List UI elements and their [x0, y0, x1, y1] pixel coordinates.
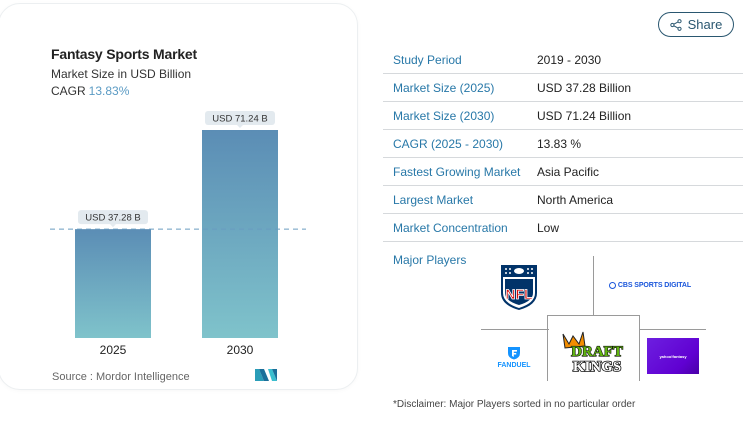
fanduel-shield-icon — [508, 346, 520, 359]
cagr-value: 13.83% — [88, 84, 130, 98]
info-value: 13.83 % — [537, 136, 582, 151]
cbs-eye-icon — [608, 281, 616, 289]
info-label: Largest Market — [393, 192, 474, 207]
chart-subtitle: Market Size in USD Billion — [51, 67, 192, 81]
cbs-text: CBS SPORTS DIGITAL — [617, 281, 692, 289]
info-row-fastest-growing: Fastest Growing Market Asia Pacific — [383, 158, 743, 186]
draftkings-text-top: DRAFT — [571, 344, 623, 360]
major-players-label: Major Players — [393, 253, 467, 267]
info-row-market-size-2025: Market Size (2025) USD 37.28 Billion — [383, 74, 743, 102]
fanduel-logo: FANDUEL — [488, 342, 540, 372]
draftkings-text-bottom: KINGS — [573, 359, 621, 374]
info-label: Study Period — [393, 52, 462, 67]
info-value: USD 37.28 Billion — [537, 80, 632, 95]
info-value: Low — [537, 220, 560, 235]
chart-source: Source : Mordor Intelligence — [52, 371, 190, 383]
data-label-pointer — [237, 125, 243, 128]
market-info-table: Study Period 2019 - 2030 Market Size (20… — [383, 46, 743, 242]
nfl-shield-icon: NFL — [501, 265, 537, 310]
info-value: Asia Pacific — [537, 164, 600, 179]
nfl-text: NFL — [505, 286, 533, 302]
data-label-bg — [78, 210, 148, 225]
info-label: CAGR (2025 - 2030) — [393, 136, 504, 151]
data-label-bg — [205, 111, 275, 125]
bar-2030 — [202, 130, 278, 338]
grid-divider — [547, 315, 548, 381]
info-label: Market Concentration — [393, 220, 508, 235]
data-label-pointer — [110, 224, 116, 228]
data-label: USD 71.24 B — [212, 114, 267, 125]
draftkings-crown-icon: DRAFT KINGS — [562, 331, 623, 374]
info-row-market-concentration: Market Concentration Low — [383, 214, 743, 242]
draftkings-logo: DRAFT KINGS — [557, 330, 631, 374]
info-label: Market Size (2025) — [393, 80, 495, 95]
bar-2025 — [75, 229, 151, 338]
info-value: North America — [537, 192, 614, 207]
yahoo-fantasy-logo: yahoo!fantasy — [647, 338, 699, 374]
bar-chart: USD 37.28 B 2025 USD 71.24 B 2030 — [50, 111, 306, 357]
grid-divider — [481, 329, 549, 330]
info-label: Market Size (2030) — [393, 108, 495, 123]
cbs-sports-digital-logo: CBS SPORTS DIGITAL — [600, 278, 700, 292]
share-label: Share — [687, 17, 723, 32]
info-value: USD 71.24 Billion — [537, 108, 632, 123]
nfl-logo: NFL — [498, 262, 540, 312]
grid-divider — [639, 315, 640, 381]
info-row-study-period: Study Period 2019 - 2030 — [383, 46, 743, 74]
info-row-largest-market: Largest Market North America — [383, 186, 743, 214]
info-row-cagr: CAGR (2025 - 2030) 13.83 % — [383, 130, 743, 158]
grid-divider — [593, 256, 594, 316]
x-tick-label: 2030 — [227, 343, 254, 357]
info-row-market-size-2030: Market Size (2030) USD 71.24 Billion — [383, 102, 743, 130]
share-nodes-icon — [669, 18, 682, 31]
data-label: USD 37.28 B — [85, 213, 140, 224]
x-tick-label: 2025 — [100, 343, 127, 357]
disclaimer: *Disclaimer: Major Players sorted in no … — [393, 399, 636, 410]
mordor-intelligence-logo — [255, 369, 277, 381]
info-value: 2019 - 2030 — [537, 52, 602, 67]
yahoo-text: yahoo!fantasy — [659, 353, 687, 359]
chart-cagr: CAGR 13.83% — [51, 84, 129, 98]
chart-title: Fantasy Sports Market — [51, 46, 197, 62]
chart-card — [0, 3, 358, 390]
grid-divider — [639, 329, 706, 330]
share-button[interactable]: Share — [658, 12, 734, 37]
fanduel-text: FANDUEL — [497, 361, 531, 369]
info-label: Fastest Growing Market — [393, 164, 521, 179]
grid-divider — [547, 315, 640, 316]
cagr-label: CAGR — [51, 84, 86, 98]
